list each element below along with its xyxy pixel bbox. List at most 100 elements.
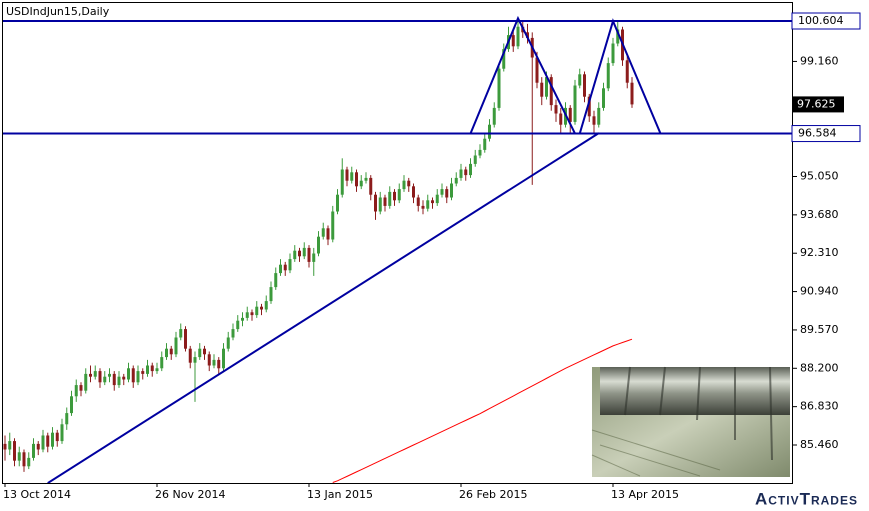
y-tick-label: 90.940 xyxy=(800,285,839,298)
candle-body xyxy=(497,68,501,108)
y-tick-label: 85.460 xyxy=(800,438,839,451)
y-tick-label: 89.570 xyxy=(800,323,839,336)
y-tick-label: 92.310 xyxy=(800,246,839,259)
candle-body xyxy=(350,172,354,181)
candle-body xyxy=(568,107,572,122)
candle-body xyxy=(378,197,382,212)
candle-body xyxy=(393,191,396,201)
candle-body xyxy=(22,452,26,467)
candle-body xyxy=(454,177,458,184)
x-tick-label: 26 Nov 2014 xyxy=(155,488,225,501)
candle-body xyxy=(355,172,358,187)
last-price-label: 97.625 xyxy=(797,97,836,110)
trendline xyxy=(578,18,662,134)
candle-body xyxy=(302,247,306,257)
candle-body xyxy=(388,191,392,206)
candle-body xyxy=(464,169,468,176)
candle-body xyxy=(535,57,539,83)
last-price-box xyxy=(792,96,844,113)
candle-body xyxy=(540,82,544,97)
logo: ActivTrades xyxy=(755,489,858,508)
candle-body xyxy=(288,259,292,271)
candle-body xyxy=(3,443,7,450)
candle-body xyxy=(264,301,268,310)
x-tick-label: 13 Apr 2015 xyxy=(611,488,679,501)
candle-body xyxy=(321,228,325,237)
candle-body xyxy=(231,329,235,338)
candle-body xyxy=(150,365,154,372)
candle-body xyxy=(255,306,259,316)
y-tick-label: 93.680 xyxy=(800,208,839,221)
candle-body xyxy=(445,189,449,198)
y-tick-label: 99.160 xyxy=(800,54,839,67)
candle-body xyxy=(222,348,225,369)
candle-body xyxy=(8,441,12,450)
candle-body xyxy=(545,77,548,97)
candle-body xyxy=(79,385,83,391)
candle-body xyxy=(469,163,472,176)
candle-body xyxy=(236,320,240,330)
candle-body xyxy=(374,194,377,212)
candle-body xyxy=(573,85,577,122)
candle-body xyxy=(440,189,444,195)
candle-body xyxy=(279,264,282,274)
candle-body xyxy=(250,312,254,316)
candle-body xyxy=(616,29,620,44)
candle-body xyxy=(41,435,45,450)
candle-body xyxy=(112,373,116,386)
candle-body xyxy=(416,197,420,206)
candle-body xyxy=(606,63,610,89)
candle-body xyxy=(207,354,211,366)
candle-body xyxy=(117,376,121,386)
candle-body xyxy=(245,312,249,318)
y-tick-label: 86.830 xyxy=(800,400,839,413)
candle-body xyxy=(193,357,197,363)
price-label-box xyxy=(791,125,861,143)
candle-body xyxy=(51,432,54,447)
candle-body xyxy=(359,180,363,187)
candle-body xyxy=(203,348,206,355)
candle-body xyxy=(55,432,59,442)
candle-body xyxy=(483,138,487,150)
candle-body xyxy=(597,107,601,125)
candle-body xyxy=(93,371,97,377)
candle-body xyxy=(516,26,520,47)
candle-body xyxy=(407,180,411,187)
candle-body xyxy=(217,359,221,369)
candle-body xyxy=(122,376,126,380)
candle-body xyxy=(431,200,434,204)
candle-body xyxy=(89,373,92,377)
candle-body xyxy=(369,177,373,195)
price-label: 100.604 xyxy=(798,14,844,27)
candle-body xyxy=(131,368,135,383)
plot-frame xyxy=(2,2,793,484)
candle-body xyxy=(307,247,311,262)
candle-body xyxy=(160,357,164,369)
candle-body xyxy=(549,77,553,106)
candle-body xyxy=(174,337,178,355)
candle-body xyxy=(611,43,615,64)
candle-body xyxy=(602,88,605,108)
candle-body xyxy=(298,250,301,257)
candle-body xyxy=(625,60,629,83)
candle-body xyxy=(293,250,297,260)
candle-body xyxy=(60,424,64,442)
candle-body xyxy=(511,35,515,47)
candle-body xyxy=(526,32,529,38)
candle-body xyxy=(492,107,496,125)
candle-body xyxy=(478,149,482,156)
candle-body xyxy=(260,306,263,310)
candle-body xyxy=(98,371,102,383)
candle-body xyxy=(13,441,16,461)
candle-body xyxy=(179,329,183,338)
candle-body xyxy=(46,435,50,447)
candle-body xyxy=(587,96,591,117)
candle-body xyxy=(559,113,563,125)
chart-title: USDIndJun15,Daily xyxy=(6,5,110,18)
candle-body xyxy=(103,376,107,383)
candle-body xyxy=(630,82,634,105)
candle-body xyxy=(421,205,425,209)
price-label: 96.584 xyxy=(798,127,837,140)
candle-body xyxy=(340,169,344,195)
